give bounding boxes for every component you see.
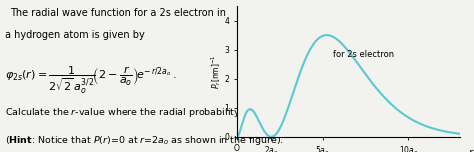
Text: $r$: $r$ xyxy=(468,147,474,152)
Text: Calculate the $r$-value where the radial probability density of the 2s level is : Calculate the $r$-value where the radial… xyxy=(5,106,412,119)
Text: a hydrogen atom is given by: a hydrogen atom is given by xyxy=(5,30,145,40)
Text: for 2s electron: for 2s electron xyxy=(333,50,394,59)
Text: $\varphi_{2s}(r) = \dfrac{1}{2\sqrt{2}\,a_o^{3/2}}\!\left(2-\dfrac{r}{a_o}\right: $\varphi_{2s}(r) = \dfrac{1}{2\sqrt{2}\,… xyxy=(5,65,176,97)
Text: ($\bf{Hint}$: Notice that $P(r)$=0 at $r$=2$a_o$ as shown in the figure).: ($\bf{Hint}$: Notice that $P(r)$=0 at $r… xyxy=(5,134,284,147)
Y-axis label: $P_r$[nm]$^{-1}$: $P_r$[nm]$^{-1}$ xyxy=(209,54,223,89)
Text: The radial wave function for a 2s electron in: The radial wave function for a 2s electr… xyxy=(10,8,227,18)
